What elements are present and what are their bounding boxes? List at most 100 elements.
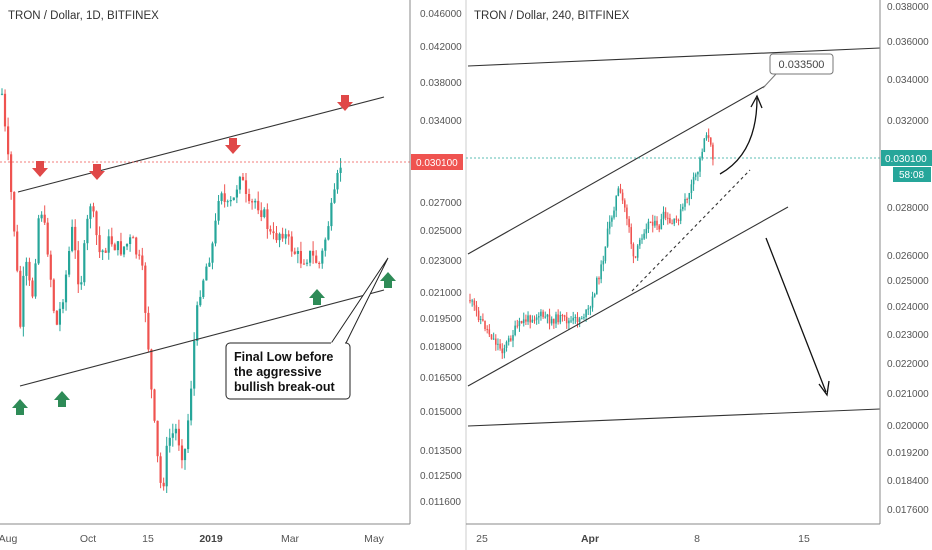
candle-body [604, 246, 607, 261]
candle-body [593, 294, 596, 297]
candle-body [525, 319, 527, 322]
candle-body [703, 138, 706, 152]
candle-body [299, 251, 302, 264]
candle-body [684, 199, 686, 207]
candle-body [217, 201, 220, 221]
callout-line-1: Final Low before [234, 350, 333, 364]
down-arrow-icon [89, 164, 105, 180]
left-x-tick: Aug [0, 533, 17, 545]
candle-body [339, 167, 342, 173]
candle-body [651, 221, 654, 226]
candle-body [682, 206, 684, 210]
candle-body [583, 317, 585, 319]
candle-body [555, 314, 557, 324]
candle-body [235, 189, 238, 198]
left-x-axis: Aug Oct 15 2019 Mar May [0, 523, 410, 545]
candle-body [92, 206, 95, 212]
candle-body [477, 310, 480, 320]
candle-body [196, 305, 199, 341]
candle-body [141, 255, 144, 266]
candle-body [168, 437, 171, 446]
right-y-tick: 0.038000 [887, 2, 929, 13]
candle-body [171, 433, 174, 438]
candle-body [98, 235, 101, 253]
left-y-tick: 0.023000 [420, 256, 462, 267]
candle-body [692, 176, 695, 185]
candle-body [180, 445, 184, 461]
candle-body [486, 329, 488, 330]
down-arrow-icon [32, 161, 48, 177]
left-x-tick: May [364, 533, 385, 545]
candle-body [244, 180, 248, 194]
right-upper-channel-line [467, 85, 766, 255]
left-y-tick: 0.013500 [420, 446, 462, 457]
candle-body [0, 93, 4, 95]
candle-body [3, 93, 7, 127]
candle-body [113, 244, 116, 251]
candle-body [138, 254, 141, 256]
candle-body [660, 219, 663, 230]
candle-body [315, 255, 318, 263]
candle-body [251, 201, 254, 203]
right-y-tick: 0.017600 [887, 505, 929, 516]
candle-body [232, 197, 235, 200]
right-countdown: 58:08 [899, 170, 924, 181]
candle-body [275, 233, 278, 241]
right-last-price-tag [881, 150, 932, 166]
candle-body [116, 241, 119, 251]
candle-body [699, 158, 701, 172]
left-y-tick: 0.046000 [420, 9, 462, 20]
candle-body [296, 251, 299, 254]
left-trendlines [17, 96, 385, 387]
right-dashed-support-line [631, 169, 751, 292]
candle-body [630, 227, 632, 245]
left-chart-title: TRON / Dollar, 1D, BITFINEX [8, 10, 159, 22]
candle-body [503, 348, 506, 354]
right-y-tick: 0.022000 [887, 359, 929, 370]
candle-body [643, 233, 645, 239]
candle-body [641, 238, 643, 240]
left-markers [12, 95, 396, 415]
candle-body [132, 237, 135, 239]
left-y-tick: 0.042000 [420, 42, 462, 53]
candle-body [624, 200, 626, 208]
candle-body [125, 243, 129, 247]
candle-body [535, 317, 538, 320]
candle-body [615, 195, 617, 211]
candle-body [211, 243, 214, 263]
candle-body [490, 334, 493, 340]
candle-body [19, 270, 22, 327]
candle-body [514, 325, 516, 335]
right-candles [469, 128, 714, 359]
candle-body [639, 239, 641, 246]
candle-body [677, 220, 680, 221]
candle-body [484, 320, 486, 329]
left-y-tick: 0.021000 [420, 288, 462, 299]
candle-body [263, 209, 266, 217]
candle-body [318, 263, 321, 264]
candle-body [305, 262, 309, 264]
candle-body [613, 210, 615, 218]
candle-body [254, 200, 257, 203]
right-y-tick: 0.023000 [887, 330, 929, 341]
candle-body [327, 226, 330, 240]
up-arrow-icon [380, 272, 396, 288]
right-bottom-support-line [467, 408, 881, 427]
left-annotation-callout: Final Low before the aggressive bullish … [225, 257, 389, 400]
candle-body [475, 305, 478, 311]
candle-body [135, 237, 138, 255]
candle-body [598, 278, 600, 280]
candle-body [548, 314, 551, 324]
right-y-tick: 0.024000 [887, 302, 929, 313]
candle-body [312, 250, 315, 256]
candle-body [52, 279, 55, 311]
left-y-axis: 0.046000 0.042000 0.038000 0.034000 0.03… [409, 0, 463, 524]
left-y-tick: 0.015000 [420, 407, 462, 418]
right-y-tick: 0.019200 [887, 448, 929, 459]
candle-body [507, 338, 510, 342]
target-label-box [769, 53, 834, 75]
candle-body [621, 192, 624, 201]
candle-body [290, 236, 293, 252]
right-trendlines [467, 47, 881, 427]
